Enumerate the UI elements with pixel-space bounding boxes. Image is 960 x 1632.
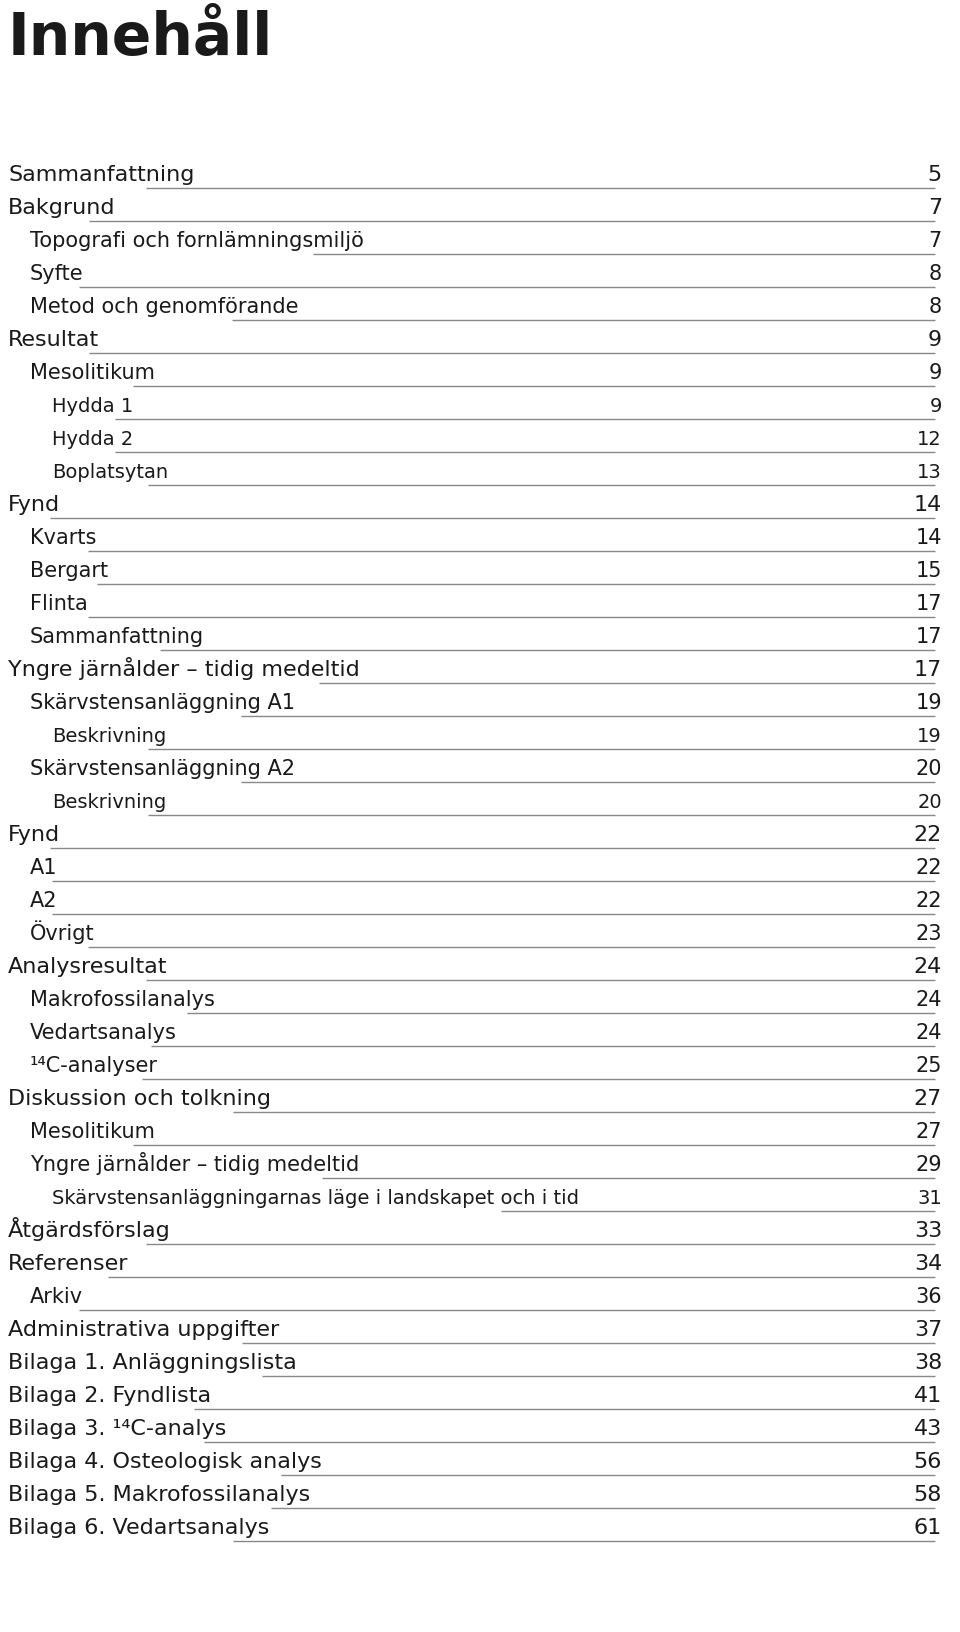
Text: 9: 9 (928, 330, 942, 349)
Text: Diskussion och tolkning: Diskussion och tolkning (8, 1089, 271, 1108)
Text: Bilaga 3. ¹⁴C-analys: Bilaga 3. ¹⁴C-analys (8, 1418, 227, 1438)
Text: 19: 19 (916, 692, 942, 713)
Text: Åtgärdsförslag: Åtgärdsförslag (8, 1216, 171, 1240)
Text: Skärvstensanläggning A2: Skärvstensanläggning A2 (30, 759, 295, 778)
Text: Vedartsanalys: Vedartsanalys (30, 1022, 177, 1043)
Text: 5: 5 (927, 165, 942, 184)
Text: Hydda 2: Hydda 2 (52, 429, 133, 449)
Text: Flinta: Flinta (30, 594, 87, 614)
Text: Skärvstensanläggning A1: Skärvstensanläggning A1 (30, 692, 295, 713)
Text: A1: A1 (30, 857, 58, 878)
Text: 34: 34 (914, 1253, 942, 1273)
Text: Hydda 1: Hydda 1 (52, 397, 133, 416)
Text: 27: 27 (914, 1089, 942, 1108)
Text: 43: 43 (914, 1418, 942, 1438)
Text: 17: 17 (916, 594, 942, 614)
Text: 24: 24 (916, 1022, 942, 1043)
Text: 24: 24 (914, 956, 942, 976)
Text: Yngre järnålder – tidig medeltid: Yngre järnålder – tidig medeltid (30, 1151, 359, 1175)
Text: Bergart: Bergart (30, 561, 108, 581)
Text: 19: 19 (917, 726, 942, 746)
Text: Bilaga 2. Fyndlista: Bilaga 2. Fyndlista (8, 1386, 211, 1405)
Text: 24: 24 (916, 989, 942, 1009)
Text: Fynd: Fynd (8, 494, 60, 514)
Text: Boplatsytan: Boplatsytan (52, 463, 168, 481)
Text: 20: 20 (916, 759, 942, 778)
Text: 61: 61 (914, 1518, 942, 1537)
Text: Arkiv: Arkiv (30, 1286, 84, 1306)
Text: 8: 8 (929, 264, 942, 284)
Text: 20: 20 (918, 793, 942, 811)
Text: Bilaga 6. Vedartsanalys: Bilaga 6. Vedartsanalys (8, 1518, 270, 1537)
Text: Beskrivning: Beskrivning (52, 726, 166, 746)
Text: Mesolitikum: Mesolitikum (30, 362, 155, 384)
Text: Bakgrund: Bakgrund (8, 197, 115, 217)
Text: 22: 22 (916, 891, 942, 911)
Text: 13: 13 (917, 463, 942, 481)
Text: 12: 12 (917, 429, 942, 449)
Text: Sammanfattning: Sammanfattning (8, 165, 194, 184)
Text: Mesolitikum: Mesolitikum (30, 1121, 155, 1141)
Text: Beskrivning: Beskrivning (52, 793, 166, 811)
Text: Skärvstensanläggningarnas läge i landskapet och i tid: Skärvstensanläggningarnas läge i landska… (52, 1188, 579, 1208)
Text: 31: 31 (917, 1188, 942, 1208)
Text: 38: 38 (914, 1353, 942, 1373)
Text: 7: 7 (928, 230, 942, 251)
Text: Makrofossilanalys: Makrofossilanalys (30, 989, 215, 1009)
Text: 23: 23 (916, 924, 942, 943)
Text: 17: 17 (914, 659, 942, 679)
Text: Yngre järnålder – tidig medeltid: Yngre järnålder – tidig medeltid (8, 656, 360, 679)
Text: 58: 58 (914, 1483, 942, 1505)
Text: 8: 8 (929, 297, 942, 317)
Text: 9: 9 (928, 362, 942, 384)
Text: 56: 56 (914, 1451, 942, 1470)
Text: Resultat: Resultat (8, 330, 99, 349)
Text: Referenser: Referenser (8, 1253, 129, 1273)
Text: 36: 36 (916, 1286, 942, 1306)
Text: 27: 27 (916, 1121, 942, 1141)
Text: Bilaga 5. Makrofossilanalys: Bilaga 5. Makrofossilanalys (8, 1483, 310, 1505)
Text: Administrativa uppgifter: Administrativa uppgifter (8, 1319, 279, 1340)
Text: A2: A2 (30, 891, 58, 911)
Text: Kvarts: Kvarts (30, 527, 96, 548)
Text: 25: 25 (916, 1056, 942, 1075)
Text: ¹⁴C-analyser: ¹⁴C-analyser (30, 1056, 158, 1075)
Text: Metod och genomförande: Metod och genomförande (30, 297, 299, 317)
Text: 37: 37 (914, 1319, 942, 1340)
Text: 33: 33 (914, 1221, 942, 1240)
Text: 7: 7 (928, 197, 942, 217)
Text: Syfte: Syfte (30, 264, 84, 284)
Text: Bilaga 1. Anläggningslista: Bilaga 1. Anläggningslista (8, 1353, 297, 1373)
Text: 17: 17 (916, 627, 942, 646)
Text: 41: 41 (914, 1386, 942, 1405)
Text: 14: 14 (914, 494, 942, 514)
Text: Övrigt: Övrigt (30, 920, 95, 943)
Text: 22: 22 (916, 857, 942, 878)
Text: 9: 9 (929, 397, 942, 416)
Text: Topografi och fornlämningsmiljö: Topografi och fornlämningsmiljö (30, 230, 364, 251)
Text: Bilaga 4. Osteologisk analys: Bilaga 4. Osteologisk analys (8, 1451, 322, 1470)
Text: Innehåll: Innehåll (8, 10, 274, 67)
Text: 15: 15 (916, 561, 942, 581)
Text: Fynd: Fynd (8, 824, 60, 844)
Text: Analysresultat: Analysresultat (8, 956, 167, 976)
Text: Sammanfattning: Sammanfattning (30, 627, 204, 646)
Text: 29: 29 (916, 1154, 942, 1175)
Text: 14: 14 (916, 527, 942, 548)
Text: 22: 22 (914, 824, 942, 844)
